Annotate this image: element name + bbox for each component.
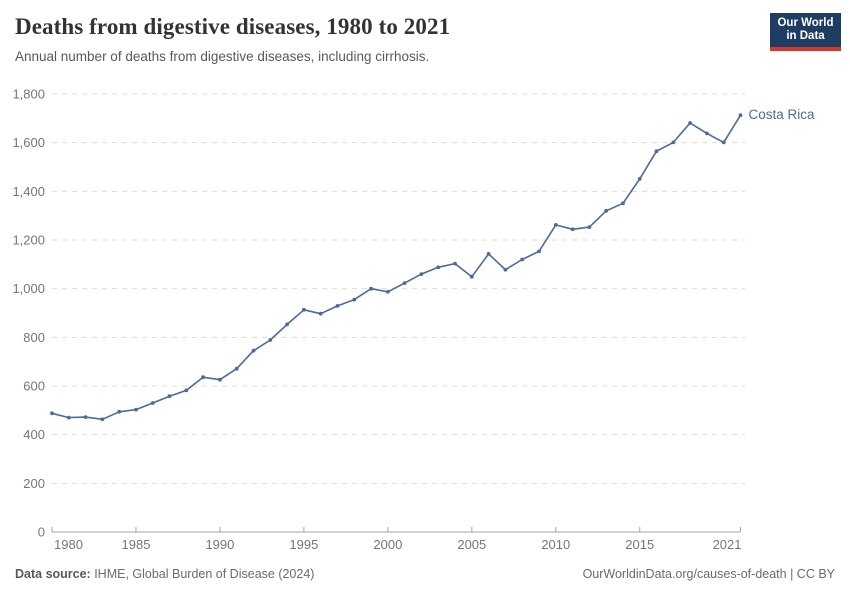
data-point-marker[interactable] bbox=[570, 227, 575, 232]
data-point-marker[interactable] bbox=[302, 307, 306, 312]
data-point-marker[interactable] bbox=[587, 225, 592, 230]
owid-logo[interactable]: Our World in Data bbox=[770, 13, 841, 51]
x-axis-label: 2010 bbox=[541, 537, 570, 552]
y-axis-label: 200 bbox=[23, 476, 45, 491]
data-point-marker[interactable] bbox=[503, 267, 508, 272]
y-axis-label: 1,400 bbox=[12, 184, 45, 199]
data-point-marker[interactable] bbox=[234, 366, 239, 371]
owid-logo-line2: in Data bbox=[786, 30, 825, 42]
chart-header: Deaths from digestive diseases, 1980 to … bbox=[15, 14, 755, 64]
x-axis-label: 1995 bbox=[289, 537, 318, 552]
data-point-marker[interactable] bbox=[688, 121, 692, 125]
y-axis-label: 0 bbox=[38, 525, 45, 540]
data-point-marker[interactable] bbox=[453, 261, 457, 266]
x-axis-label: 1980 bbox=[54, 537, 83, 552]
data-point-marker[interactable] bbox=[553, 223, 558, 227]
data-point-marker[interactable] bbox=[150, 401, 155, 405]
data-source-label: Data source: bbox=[15, 567, 91, 581]
data-point-marker[interactable] bbox=[402, 281, 407, 285]
data-point-marker[interactable] bbox=[537, 249, 541, 254]
data-point-marker[interactable] bbox=[318, 311, 323, 316]
data-point-marker[interactable] bbox=[436, 265, 441, 270]
x-axis-label: 1985 bbox=[122, 537, 151, 552]
data-point-marker[interactable] bbox=[654, 149, 659, 154]
credit-link[interactable]: OurWorldinData.org/causes-of-death | CC … bbox=[582, 567, 835, 581]
data-point-marker[interactable] bbox=[637, 177, 642, 181]
y-axis-label: 1,600 bbox=[12, 135, 45, 150]
data-point-marker[interactable] bbox=[134, 407, 138, 412]
x-axis-label: 2005 bbox=[457, 537, 486, 552]
data-point-marker[interactable] bbox=[369, 286, 373, 291]
series-end-label[interactable]: Costa Rica bbox=[749, 107, 816, 122]
series-line[interactable] bbox=[51, 114, 742, 421]
x-axis-label: 2015 bbox=[625, 537, 654, 552]
y-axis-label: 1,000 bbox=[12, 281, 45, 296]
chart-subtitle: Annual number of deaths from digestive d… bbox=[15, 49, 430, 64]
x-axis-label: 1990 bbox=[205, 537, 234, 552]
data-point-marker[interactable] bbox=[100, 417, 105, 422]
data-point-marker[interactable] bbox=[469, 274, 474, 279]
y-axis-label: 1,800 bbox=[12, 87, 45, 102]
y-axis-label: 800 bbox=[23, 330, 45, 345]
data-point-marker[interactable] bbox=[671, 140, 676, 145]
data-point-marker[interactable] bbox=[83, 415, 88, 419]
y-axis-label: 1,200 bbox=[12, 233, 45, 248]
x-axis-label: 2000 bbox=[373, 537, 402, 552]
data-point-marker[interactable] bbox=[520, 257, 525, 262]
x-axis-label: 2021 bbox=[713, 537, 742, 552]
y-axis-label: 400 bbox=[23, 427, 45, 442]
chart-title: Deaths from digestive diseases, 1980 to … bbox=[15, 14, 451, 39]
chart-footer: Data source: IHME, Global Burden of Dise… bbox=[15, 567, 835, 581]
data-source: Data source: IHME, Global Burden of Dise… bbox=[15, 567, 314, 581]
data-point-marker[interactable] bbox=[621, 201, 625, 206]
data-source-text: IHME, Global Burden of Disease (2024) bbox=[90, 567, 315, 581]
data-point-marker[interactable] bbox=[738, 113, 743, 118]
data-point-marker[interactable] bbox=[285, 322, 289, 327]
data-point-marker[interactable] bbox=[386, 289, 390, 294]
data-point-marker[interactable] bbox=[117, 409, 122, 414]
data-point-marker[interactable] bbox=[604, 208, 609, 213]
data-point-marker[interactable] bbox=[218, 377, 222, 382]
y-axis-label: 600 bbox=[23, 379, 45, 394]
data-point-marker[interactable] bbox=[705, 131, 709, 136]
data-point-marker[interactable] bbox=[184, 388, 189, 393]
data-point-marker[interactable] bbox=[721, 140, 726, 145]
data-point-marker[interactable] bbox=[335, 304, 340, 308]
data-point-marker[interactable] bbox=[419, 272, 424, 276]
owid-logo-line1: Our World bbox=[777, 16, 834, 29]
data-point-marker[interactable] bbox=[50, 411, 54, 416]
data-point-marker[interactable] bbox=[167, 394, 172, 399]
data-point-marker[interactable] bbox=[201, 375, 206, 380]
data-point-marker[interactable] bbox=[486, 252, 491, 256]
data-point-marker[interactable] bbox=[268, 338, 273, 342]
data-point-marker[interactable] bbox=[66, 415, 71, 420]
data-point-marker[interactable] bbox=[352, 297, 357, 302]
data-point-marker[interactable] bbox=[251, 348, 256, 353]
